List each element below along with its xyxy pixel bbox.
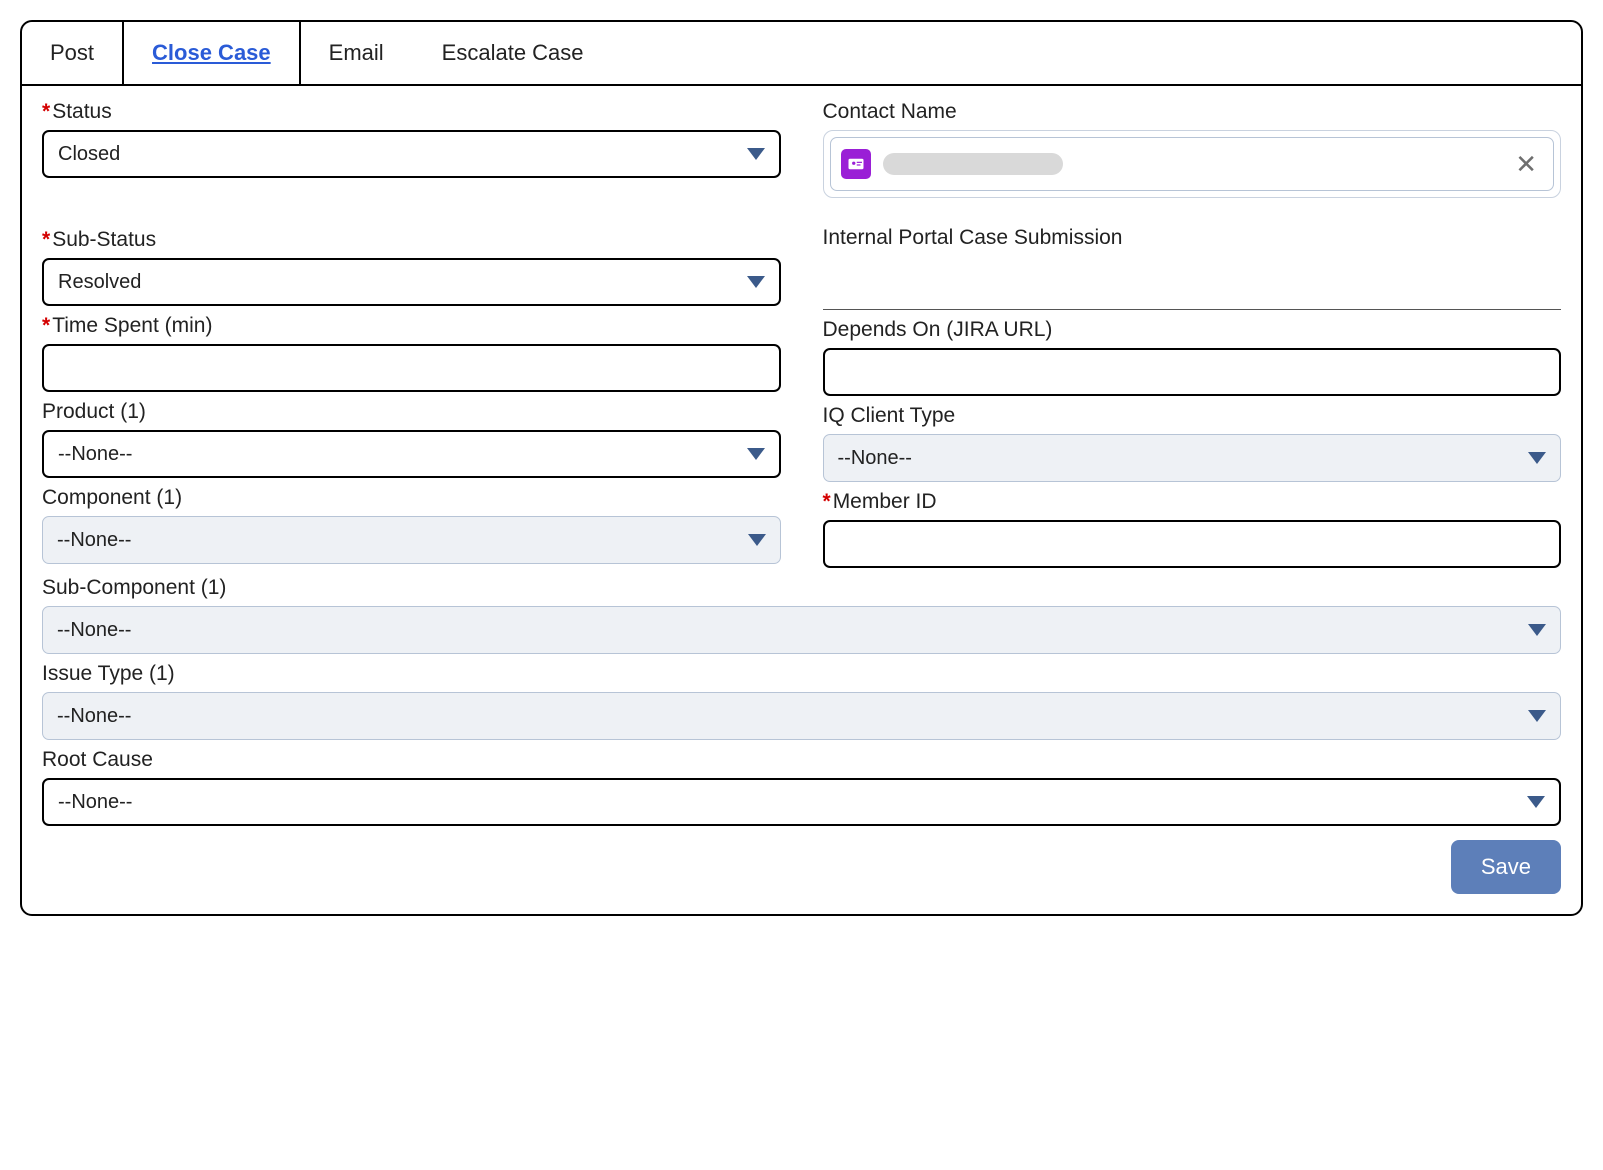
tab-post[interactable]: Post [22, 22, 124, 84]
chevron-down-icon [747, 448, 765, 460]
save-button[interactable]: Save [1451, 840, 1561, 894]
member-id-label: Member ID [823, 490, 1562, 514]
contact-name-label: Contact Name [823, 100, 1562, 124]
status-value: Closed [58, 143, 747, 166]
depends-on-label: Depends On (JIRA URL) [823, 318, 1562, 342]
chevron-down-icon [1528, 710, 1546, 722]
contact-card-icon [841, 149, 871, 179]
component-label: Component (1) [42, 486, 781, 510]
depends-on-input[interactable] [839, 350, 1546, 394]
member-id-input[interactable] [839, 522, 1546, 566]
sub-status-select[interactable]: Resolved [42, 258, 781, 306]
status-label: Status [42, 100, 781, 124]
contact-name-lookup[interactable]: ✕ [830, 137, 1555, 191]
sub-status-value: Resolved [58, 271, 747, 294]
tab-bar: Post Close Case Email Escalate Case [22, 22, 1581, 86]
left-column: Status Closed Sub-Status Resolved Time [42, 100, 781, 582]
issue-type-value: --None-- [57, 705, 1528, 728]
contact-name-value [883, 153, 1063, 175]
sub-status-label: Sub-Status [42, 228, 781, 252]
time-spent-label: Time Spent (min) [42, 314, 781, 338]
iq-client-type-label: IQ Client Type [823, 404, 1562, 428]
iq-client-type-value: --None-- [838, 447, 1529, 470]
internal-portal-input[interactable] [823, 274, 1562, 310]
root-cause-label: Root Cause [42, 748, 1561, 772]
case-panel: Post Close Case Email Escalate Case Stat… [20, 20, 1583, 916]
product-select[interactable]: --None-- [42, 430, 781, 478]
right-column: Contact Name ✕ Internal Portal C [823, 100, 1562, 582]
member-id-input-wrap [823, 520, 1562, 568]
tab-close-case[interactable]: Close Case [124, 22, 301, 84]
product-label: Product (1) [42, 400, 781, 424]
chevron-down-icon [747, 276, 765, 288]
iq-client-type-select[interactable]: --None-- [823, 434, 1562, 482]
clear-contact-icon[interactable]: ✕ [1509, 151, 1543, 177]
form-footer: Save [42, 840, 1561, 894]
root-cause-select[interactable]: --None-- [42, 778, 1561, 826]
status-select[interactable]: Closed [42, 130, 781, 178]
component-value: --None-- [57, 529, 748, 552]
form-body: Status Closed Sub-Status Resolved Time [22, 86, 1581, 914]
component-select[interactable]: --None-- [42, 516, 781, 564]
internal-portal-label: Internal Portal Case Submission [823, 226, 1562, 250]
sub-component-select[interactable]: --None-- [42, 606, 1561, 654]
depends-on-input-wrap [823, 348, 1562, 396]
issue-type-label: Issue Type (1) [42, 662, 1561, 686]
chevron-down-icon [748, 534, 766, 546]
product-value: --None-- [58, 443, 747, 466]
chevron-down-icon [1528, 624, 1546, 636]
time-spent-input-wrap [42, 344, 781, 392]
time-spent-input[interactable] [58, 346, 765, 390]
chevron-down-icon [1528, 452, 1546, 464]
issue-type-select[interactable]: --None-- [42, 692, 1561, 740]
chevron-down-icon [1527, 796, 1545, 808]
tab-email[interactable]: Email [301, 22, 414, 84]
sub-component-value: --None-- [57, 619, 1528, 642]
root-cause-value: --None-- [58, 791, 1527, 814]
tab-escalate-case[interactable]: Escalate Case [414, 22, 1581, 84]
contact-name-lookup-wrap: ✕ [823, 130, 1562, 198]
chevron-down-icon [747, 148, 765, 160]
